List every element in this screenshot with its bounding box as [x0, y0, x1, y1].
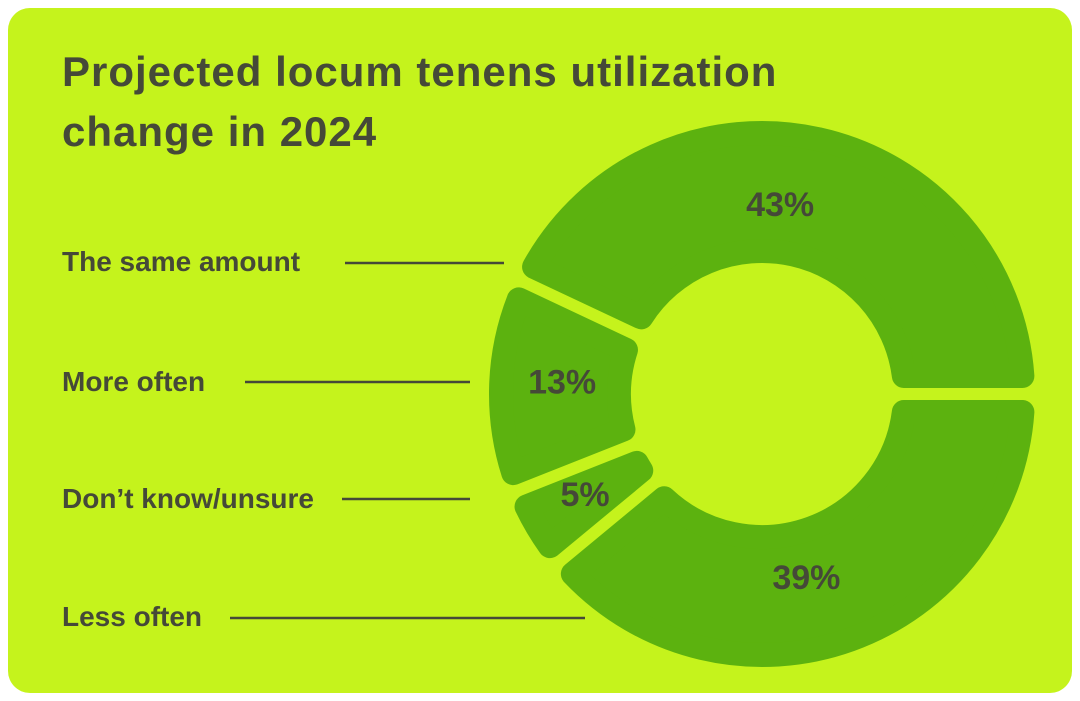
donut-slice [522, 121, 1035, 388]
donut-slice [489, 287, 638, 486]
donut-chart-svg: 43% 13% 5% 39% [230, 121, 1035, 667]
legend-label-more-often: More often [62, 366, 206, 397]
legend-label-less-often: Less often [62, 601, 203, 632]
legend-label-the-same-amount: The same amount [62, 246, 301, 277]
donut-slice [514, 450, 654, 559]
slice-value-label: 5% [561, 476, 610, 514]
chart-card: Projected locum tenens utilization chang… [8, 8, 1072, 693]
slice-value-label: 39% [772, 559, 840, 597]
chart-title: Projected locum tenens utilization chang… [62, 48, 778, 155]
slice-value-label: 13% [528, 364, 596, 402]
legend-label-dont-know-unsure: Don’t know/unsure [62, 483, 314, 514]
slice-value-label: 43% [746, 186, 814, 224]
donut-slice [560, 400, 1035, 667]
